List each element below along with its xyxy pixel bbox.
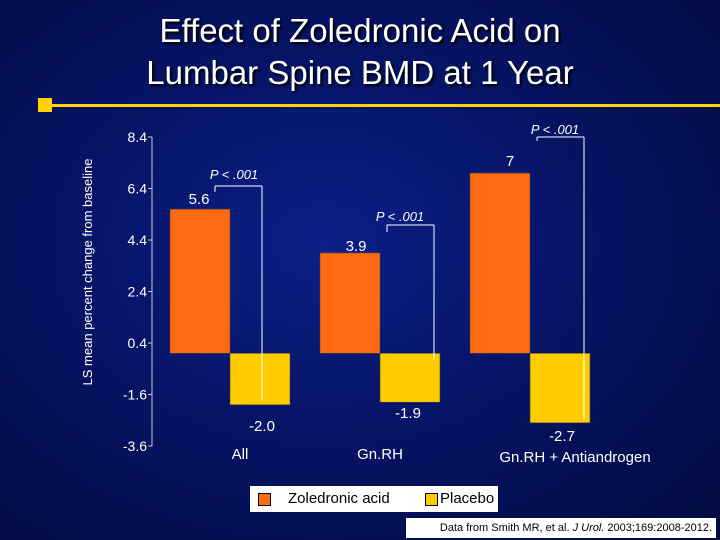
p-value-annotation: P < .001 xyxy=(376,209,424,224)
bar-placebo xyxy=(379,352,441,403)
source-journal: J Urol. xyxy=(572,522,605,534)
title-rule-square xyxy=(38,98,52,112)
bar-value-label: 5.6 xyxy=(189,191,210,208)
bar-zoledronic xyxy=(469,172,531,354)
legend-label-zoledronic: Zoledronic acid xyxy=(288,490,390,507)
y-tick-label: -3.6 xyxy=(123,438,147,454)
legend-swatch-placebo xyxy=(425,493,438,506)
y-tick-label: -1.6 xyxy=(123,387,147,403)
bar-placebo xyxy=(229,352,291,406)
y-axis-title: LS mean percent change from baseline xyxy=(80,159,95,386)
title-line-2: Lumbar Spine BMD at 1 Year xyxy=(146,54,574,91)
y-tick-label: 8.4 xyxy=(128,129,148,145)
source-prefix: Data from Smith MR, et al. xyxy=(439,522,573,534)
x-category-label: All xyxy=(232,446,249,463)
bar-value-label: -2.0 xyxy=(249,418,275,435)
bar-zoledronic xyxy=(319,252,381,354)
bar-placebo xyxy=(529,352,591,424)
x-category-label: Gn.RH xyxy=(357,446,403,463)
y-tick-label: 0.4 xyxy=(128,335,148,351)
bar-value-label: 3.9 xyxy=(346,238,367,255)
chart-legend: Zoledronic acid Placebo xyxy=(250,486,498,512)
y-tick-label: 6.4 xyxy=(128,181,148,197)
source-suffix: 2003;169:2008-2012. xyxy=(604,522,712,534)
slide-title: Effect of Zoledronic Acid on Lumbar Spin… xyxy=(40,10,680,94)
y-tick-label: 4.4 xyxy=(128,232,148,248)
p-value-annotation: P < .001 xyxy=(531,122,579,137)
y-tick-label: 2.4 xyxy=(128,284,148,300)
title-rule-line xyxy=(52,104,720,107)
bar-value-label: -2.7 xyxy=(549,428,575,445)
bar-zoledronic xyxy=(169,208,231,354)
p-value-annotation: P < .001 xyxy=(210,167,258,182)
legend-label-placebo: Placebo xyxy=(440,490,495,507)
x-category-label: Gn.RH + Antiandrogen xyxy=(499,449,650,466)
bar-value-label: -1.9 xyxy=(395,405,421,422)
bar-value-label: 7 xyxy=(506,153,514,170)
source-citation: Data from Smith MR, et al. J Urol. 2003;… xyxy=(406,518,716,538)
title-line-1: Effect of Zoledronic Acid on xyxy=(159,12,561,49)
legend-swatch-zoledronic xyxy=(258,493,271,506)
